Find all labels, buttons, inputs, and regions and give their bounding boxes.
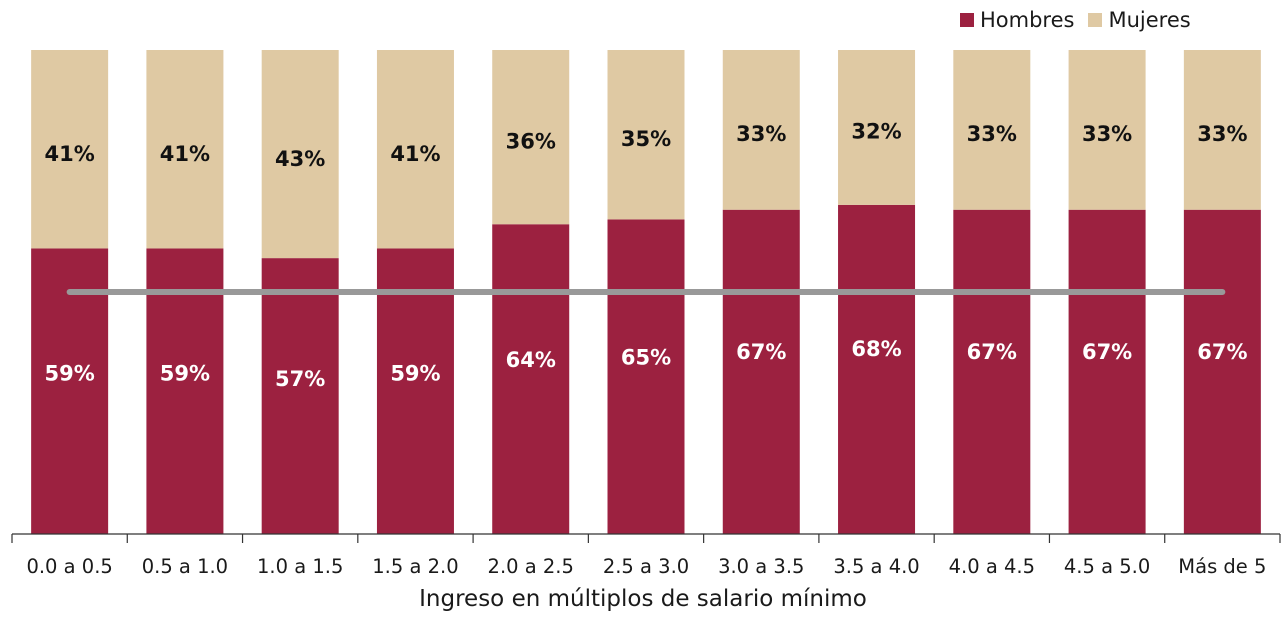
x-tick-label-4: 2.0 a 2.5 [488,555,574,578]
bar-hombres-9 [1068,209,1146,534]
x-tick-label-9: 4.5 a 5.0 [1064,555,1150,578]
data-label-mujeres-3: 41% [390,142,440,166]
bar-mujeres-0 [31,50,109,249]
x-tick-label-5: 2.5 a 3.0 [603,555,689,578]
data-label-hombres-7: 68% [851,337,901,361]
bars-layer [31,50,1261,535]
x-tick-label-10: Más de 5 [1178,555,1266,578]
x-tick-label-6: 3.0 a 3.5 [718,555,804,578]
bar-hombres-6 [722,209,800,534]
data-label-mujeres-7: 32% [851,120,901,144]
bar-mujeres-10 [1183,50,1261,210]
bar-hombres-3 [376,248,454,534]
x-tick-label-0: 0.0 a 0.5 [26,555,112,578]
legend-item-mujeres: Mujeres [1088,8,1191,32]
bar-hombres-2 [261,258,339,534]
legend-label-hombres: Hombres [980,8,1075,32]
data-label-mujeres-8: 33% [967,122,1017,146]
x-tick-label-2: 1.0 a 1.5 [257,555,343,578]
data-label-hombres-6: 67% [736,340,786,364]
bar-hombres-1 [146,248,224,534]
data-label-hombres-2: 57% [275,367,325,391]
data-label-mujeres-0: 41% [45,142,95,166]
bar-mujeres-4 [492,50,570,225]
bar-mujeres-6 [722,50,800,210]
x-axis-title: Ingreso en múltiplos de salario mínimo [419,586,867,612]
legend-swatch-mujeres [1088,13,1103,27]
data-label-mujeres-1: 41% [160,142,210,166]
data-label-hombres-10: 67% [1197,340,1247,364]
bar-hombres-10 [1183,209,1261,534]
data-label-mujeres-2: 43% [275,147,325,171]
bar-hombres-4 [492,224,570,535]
bar-hombres-0 [31,248,109,534]
bar-hombres-7 [838,204,916,534]
bar-mujeres-8 [953,50,1031,210]
data-label-hombres-1: 59% [160,362,210,386]
data-label-mujeres-5: 35% [621,127,671,151]
data-labels-layer: 59% 41% 59% 41% 57% 43% 59% 41% 64% 36% 65% 35% 67% 3… [45,120,1248,392]
data-label-hombres-5: 65% [621,345,671,369]
x-tick-label-8: 4.0 a 4.5 [949,555,1035,578]
bar-mujeres-3 [376,50,454,249]
data-label-hombres-4: 64% [506,348,556,372]
x-tick-label-3: 1.5 a 2.0 [372,555,458,578]
bar-hombres-5 [607,219,685,534]
legend-item-hombres: Hombres [960,8,1074,32]
data-label-hombres-8: 67% [967,340,1017,364]
bar-mujeres-9 [1068,50,1146,210]
data-label-hombres-0: 59% [45,362,95,386]
bar-mujeres-5 [607,50,685,220]
data-label-mujeres-10: 33% [1197,122,1247,146]
bar-mujeres-2 [261,50,339,259]
bar-hombres-8 [953,209,1031,534]
data-label-hombres-3: 59% [390,362,440,386]
x-axis: 0.0 a 0.5 0.5 a 1.0 1.0 a 1.5 1.5 a 2.0 2.0 … [11,533,1281,578]
data-label-mujeres-9: 33% [1082,122,1132,146]
legend-label-mujeres: Mujeres [1108,8,1191,32]
data-label-mujeres-6: 33% [736,122,786,146]
legend: Hombres Mujeres [960,6,1191,34]
data-label-mujeres-4: 36% [506,130,556,154]
x-tick-label-1: 0.5 a 1.0 [142,555,228,578]
bar-mujeres-7 [838,50,916,205]
data-label-hombres-9: 67% [1082,340,1132,364]
x-tick-label-7: 3.5 a 4.0 [833,555,919,578]
bar-mujeres-1 [146,50,224,249]
legend-swatch-hombres [960,13,974,27]
